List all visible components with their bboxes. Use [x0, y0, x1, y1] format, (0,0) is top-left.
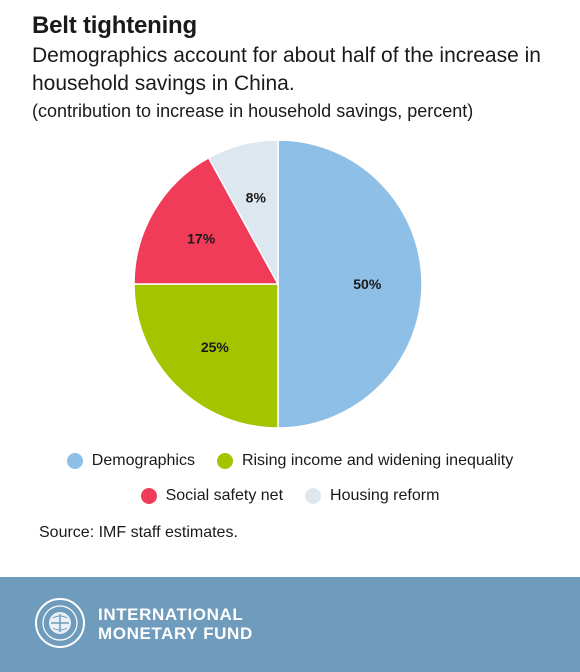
legend-swatch-social-safety-net [140, 488, 157, 504]
legend-item-demographics: Demographics [66, 452, 195, 470]
units-label: (contribution to increase in household s… [32, 101, 474, 121]
pie-slice-demographics [277, 139, 423, 429]
legend-row-1: Demographics Rising income and widening … [0, 452, 580, 470]
pie-slice-rising-income [133, 283, 279, 429]
legend-item-social-safety-net: Social safety net [140, 487, 284, 505]
imf-wordmark-line2: MONETARY FUND [98, 624, 253, 643]
chart-title: Belt tightening [32, 12, 197, 39]
legend-swatch-rising-income [216, 453, 233, 469]
legend-label-demographics: Demographics [91, 452, 195, 469]
pie-slice-social-safety-net [133, 156, 280, 285]
legend-item-housing-reform: Housing reform [305, 487, 439, 505]
pie-label-social-safety-net: 17% [187, 231, 216, 247]
pie-chart: 50% 25% 17% 8% [133, 139, 423, 429]
pie-label-demographics: 50% [353, 276, 382, 292]
pie-label-rising-income: 25% [201, 339, 230, 355]
legend-swatch-housing-reform [305, 488, 322, 504]
legend-label-social-safety-net: Social safety net [165, 487, 284, 504]
pie-slice-housing-reform [207, 139, 279, 285]
footer-banner: INTERNATIONAL MONETARY FUND [0, 577, 580, 672]
imf-wordmark-line1: INTERNATIONAL [98, 605, 244, 624]
pie-label-housing-reform: 8% [246, 190, 267, 206]
legend-swatch-demographics [66, 453, 83, 469]
legend-item-rising-income: Rising income and widening inequality [216, 452, 514, 470]
legend-row-2: Social safety net Housing reform [0, 487, 580, 505]
imf-seal-icon [35, 598, 85, 648]
source-note: Source: IMF staff estimates. [39, 524, 238, 541]
legend-label-rising-income: Rising income and widening inequality [241, 452, 514, 469]
legend-label-housing-reform: Housing reform [330, 487, 440, 504]
imf-wordmark: INTERNATIONAL MONETARY FUND [98, 605, 253, 643]
chart-subtitle: Demographics account for about half of t… [32, 44, 541, 95]
